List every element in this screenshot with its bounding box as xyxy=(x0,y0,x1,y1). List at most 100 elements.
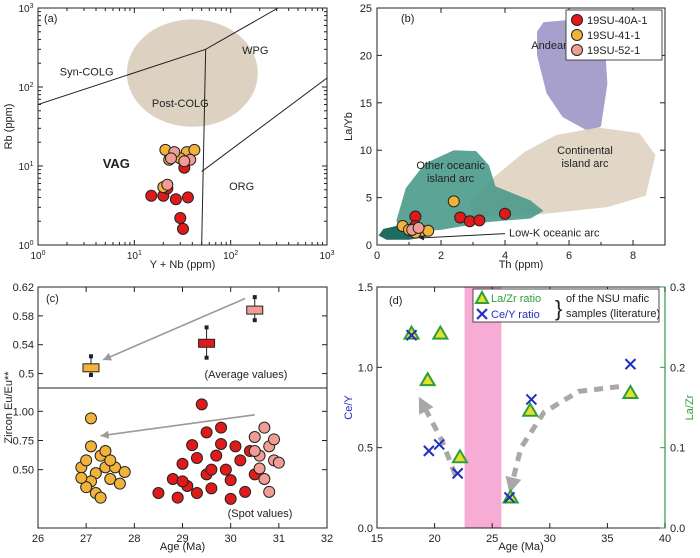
plot-frame xyxy=(37,7,328,246)
panel-d: 15 20 25 30 35 400.00.51.01.50.00.10.20.3Age … xyxy=(343,282,696,553)
x-tick-label: 30 xyxy=(544,533,556,545)
average-marker xyxy=(82,363,100,373)
panel-label: (c) xyxy=(46,293,59,305)
data-point xyxy=(99,445,112,457)
legend-label: La/Zr ratio xyxy=(491,293,541,305)
legend-label: 19SU-52-1 xyxy=(587,45,640,57)
trend-arrow xyxy=(423,407,458,476)
data-point xyxy=(118,466,131,478)
post-colg-field xyxy=(126,19,258,127)
x-tick-label: 0 xyxy=(374,250,380,262)
data-point xyxy=(104,473,117,485)
caption-spot: (Spot values) xyxy=(228,508,293,520)
average-marker xyxy=(246,305,264,315)
data-point xyxy=(499,207,511,220)
data-point xyxy=(215,421,228,434)
field-boundary xyxy=(201,77,327,172)
cross-point xyxy=(405,329,418,341)
y-right-tick-label: 0.2 xyxy=(670,362,685,374)
trend-arrow xyxy=(510,384,620,481)
y-tick-label: 1.5 xyxy=(358,282,373,294)
panel-a: 100 101 102 103 100 101 102 103 Y + Nb (ppm) Rb (… xyxy=(3,3,335,271)
legend-label: 19SU-40A-1 xyxy=(587,15,648,27)
data-point xyxy=(75,471,88,484)
trend-arrowhead xyxy=(100,430,110,439)
data-point xyxy=(195,398,208,411)
data-point xyxy=(104,454,117,467)
data-point xyxy=(181,191,194,204)
y-tick-label: 25 xyxy=(360,3,372,15)
error-cap xyxy=(252,295,257,300)
data-point xyxy=(174,211,187,224)
legend-label: 19SU-41-1 xyxy=(587,30,640,42)
data-point xyxy=(248,431,261,443)
x-axis-label: Age (Ma) xyxy=(498,541,543,553)
cross-stroke xyxy=(451,467,464,480)
data-point xyxy=(80,481,93,494)
data-point xyxy=(224,474,237,487)
x-tick-label: 25 xyxy=(486,533,498,545)
x-tick-label: 30 xyxy=(225,533,237,545)
data-point xyxy=(188,143,201,156)
data-point xyxy=(219,463,232,476)
data-point xyxy=(473,214,486,227)
y-right-tick-label: 0.0 xyxy=(670,523,685,535)
triangle-point xyxy=(621,384,640,400)
annotation-arrow xyxy=(422,233,506,239)
error-cap xyxy=(204,325,209,330)
y-tick-label: 0.54 xyxy=(13,340,34,352)
legend: 19SU-40A-1 19SU-41-1 19SU-52-1 xyxy=(565,9,663,61)
data-point xyxy=(224,492,237,505)
field-label: Other oceanic xyxy=(416,160,485,172)
data-point xyxy=(412,221,425,234)
panel-label: (b) xyxy=(401,13,414,25)
cross-point xyxy=(525,393,538,406)
x-tick-label: 35 xyxy=(601,533,613,545)
data-point xyxy=(239,485,252,498)
y-tick-label: 0 xyxy=(366,240,372,252)
y-tick-label: 0.0 xyxy=(358,523,373,535)
data-point xyxy=(447,195,460,208)
x-tick-label: 2 xyxy=(438,250,444,262)
error-cap xyxy=(88,354,93,359)
panel-c: 26 27 28 29 30 31 32 0.5 0.54 0.58 0.62 0.50 0.75 1.0… xyxy=(3,282,333,553)
data-point xyxy=(176,475,189,488)
cross-stroke xyxy=(525,393,538,406)
data-point xyxy=(145,189,158,202)
triangle-point xyxy=(418,371,437,387)
panel-label: (d) xyxy=(389,295,402,307)
field-label: island arc xyxy=(561,158,609,170)
data-point xyxy=(164,152,177,165)
field-boundary xyxy=(201,49,207,245)
legend-note: of the NSU mafic xyxy=(566,293,650,305)
x-tick-label: 31 xyxy=(273,533,285,545)
x-tick-label: 32 xyxy=(321,533,333,545)
data-point xyxy=(229,440,242,453)
data-point xyxy=(176,222,189,235)
data-point xyxy=(234,454,247,467)
y-axis-label: Ce/Y xyxy=(343,395,355,420)
y-right-tick-label: 0.3 xyxy=(670,282,685,294)
x-tick-label: 28 xyxy=(128,533,140,545)
field-label: Post-COLG xyxy=(152,98,209,110)
annotation-label: Low-K oceanic arc xyxy=(509,228,600,240)
data-point xyxy=(84,440,97,453)
data-point xyxy=(152,487,165,499)
y-axis-label: La/Yb xyxy=(343,112,355,141)
cross-stroke xyxy=(476,308,488,320)
legend-note: samples (literature) xyxy=(566,308,660,320)
field-label: ORG xyxy=(229,181,254,193)
x-tick-label: 15 xyxy=(371,533,383,545)
caption-average: (Average values) xyxy=(205,369,288,381)
field-label: Continental xyxy=(557,145,613,157)
triangle-point xyxy=(451,448,469,464)
x-tick-label: 26 xyxy=(32,533,44,545)
y-tick-label: 0.5 xyxy=(358,443,373,455)
trend-arrowhead xyxy=(103,352,113,361)
y-tick-label: 0.62 xyxy=(13,282,34,294)
y-right-tick-label: 0.1 xyxy=(670,443,685,455)
cross-stroke xyxy=(503,491,516,504)
y-tick-label: 101 xyxy=(18,161,33,173)
x-tick-label: 102 xyxy=(223,250,238,262)
